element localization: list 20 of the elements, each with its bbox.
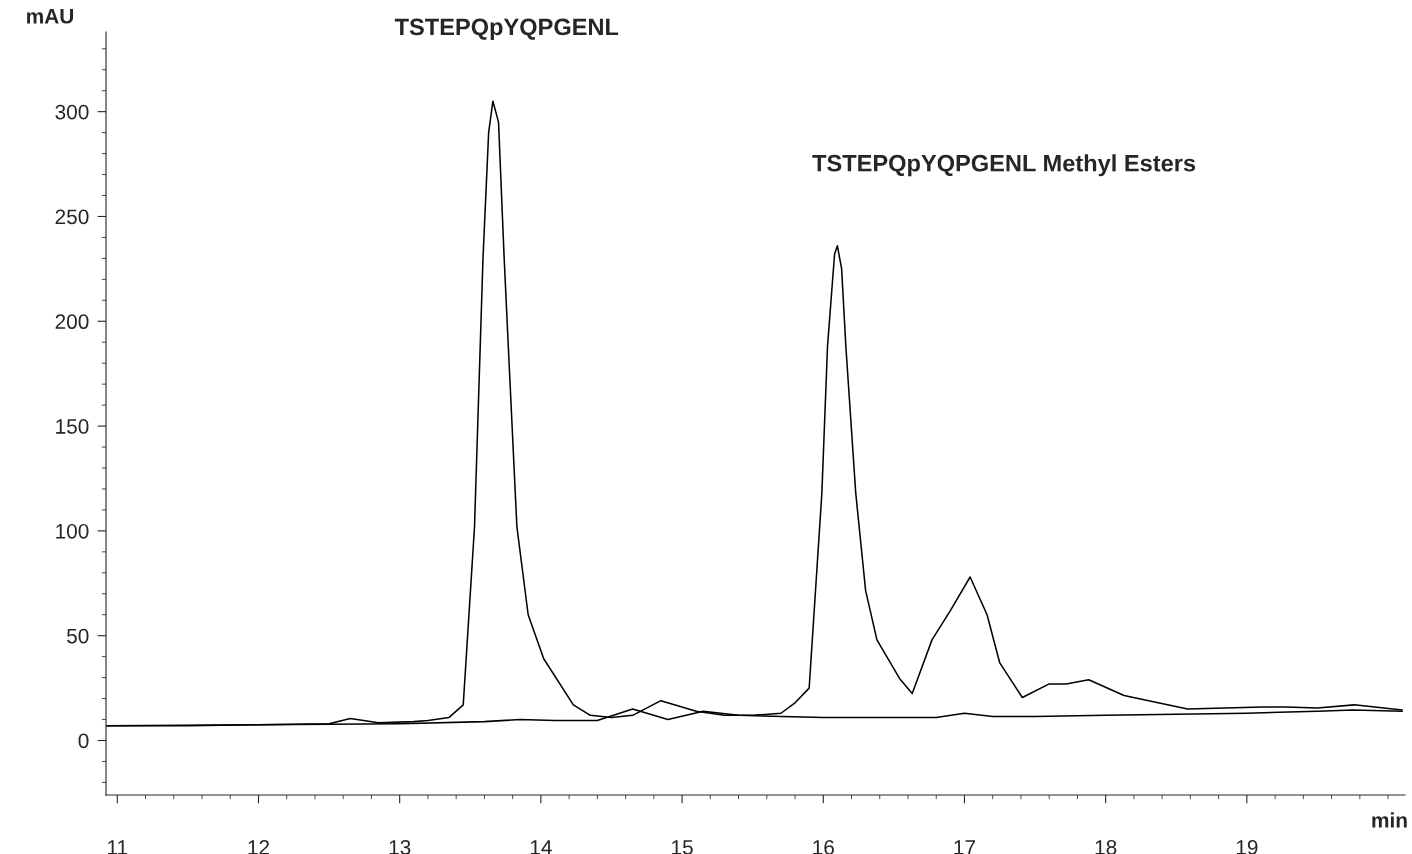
y-tick-label: 200 bbox=[55, 314, 89, 330]
y-tick-label: 100 bbox=[56, 523, 89, 539]
y-tick-label: 150 bbox=[56, 419, 89, 434]
x-tick-label: 11 bbox=[108, 840, 128, 854]
x-tick-label: 14 bbox=[530, 840, 552, 854]
y-axis-title: mAU bbox=[27, 9, 74, 24]
y-tick-label: 0 bbox=[78, 733, 89, 749]
annotation: TSTEPQpYQPGENL Methyl Esters bbox=[812, 154, 1196, 177]
x-tick-label: 15 bbox=[672, 840, 693, 854]
x-axis-title: min bbox=[1372, 812, 1407, 828]
y-tick-label: 50 bbox=[67, 628, 89, 644]
x-tick-label: 17 bbox=[954, 840, 976, 854]
y-tick-label: 300 bbox=[55, 104, 89, 120]
x-tick-label: 16 bbox=[813, 839, 834, 854]
y-tick-label: 250 bbox=[55, 209, 89, 225]
x-tick-label: 18 bbox=[1095, 839, 1117, 854]
x-tick-label: 19 bbox=[1236, 839, 1258, 854]
x-tick-label: 13 bbox=[389, 839, 411, 854]
annotation: TSTEPQpYQPGENL bbox=[394, 18, 619, 40]
x-tick-label: 12 bbox=[248, 839, 270, 854]
